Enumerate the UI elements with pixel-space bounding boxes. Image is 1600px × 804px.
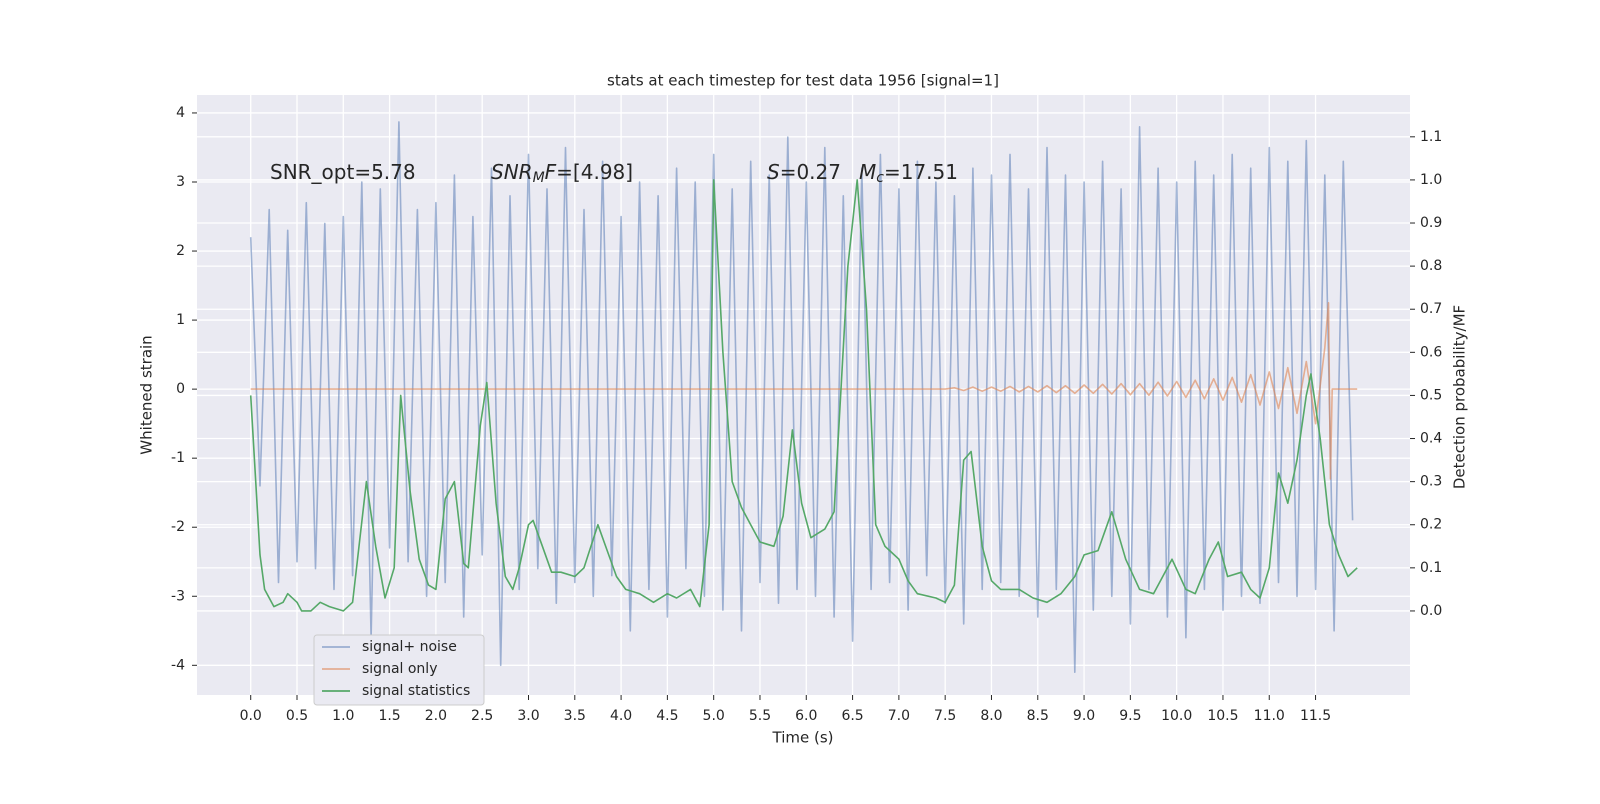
annotation: Mc=17.51 [859, 160, 958, 187]
x-tick-label: 1.0 [332, 708, 354, 724]
y2-tick-label: 0.1 [1420, 560, 1442, 576]
annotation-part: c [876, 170, 884, 186]
annotation-part: SNR_opt=5.78 [270, 160, 416, 184]
x-tick-label: 7.0 [888, 708, 910, 724]
y-tick-label: 0 [176, 381, 185, 397]
x-tick-label: 3.5 [564, 708, 586, 724]
x-tick-label: 4.5 [656, 708, 678, 724]
y2-tick-label: 0.5 [1420, 387, 1442, 403]
x-tick-label: 8.0 [980, 708, 1002, 724]
x-tick-label: 5.0 [703, 708, 725, 724]
y2-tick-label: 0.4 [1420, 431, 1442, 447]
y-tick-label: -4 [171, 657, 185, 673]
y2-tick-label: 1.0 [1420, 172, 1442, 188]
series-line [249, 179, 1358, 612]
y-tick-label: -3 [171, 588, 185, 604]
x-axis-label: Time (s) [772, 729, 834, 747]
series-line [249, 121, 1354, 673]
y-tick-label: 3 [176, 174, 185, 190]
series-line [250, 302, 1358, 480]
x-tick-label: 1.5 [378, 708, 400, 724]
y2-tick-label: 1.1 [1420, 129, 1442, 145]
x-tick-label: 6.5 [841, 708, 863, 724]
y2-tick-label: 0.0 [1420, 603, 1442, 619]
annotation: SNRMF=[4.98] [491, 160, 633, 187]
x-tick-label: 4.0 [610, 708, 632, 724]
legend-box [313, 634, 485, 706]
y2-tick-label: 0.3 [1420, 474, 1442, 490]
annotation-part: M [533, 170, 545, 186]
annotation-part: =[4.98] [556, 160, 633, 184]
annotation-part: F [545, 160, 557, 184]
chart-title: stats at each timestep for test data 195… [607, 72, 999, 90]
y2-tick-label: 0.2 [1420, 517, 1442, 533]
x-tick-label: 9.5 [1119, 708, 1141, 724]
y2-tick-label: 0.6 [1420, 344, 1442, 360]
x-tick-label: 2.0 [425, 708, 447, 724]
annotation: S=0.27 [767, 160, 841, 184]
annotation-part: =17.51 [884, 160, 958, 184]
y2-axis-label: Detection probability/MF [1451, 305, 1469, 489]
y-tick-label: 4 [176, 105, 185, 121]
legend-label: signal+ noise [362, 639, 457, 655]
x-tick-label: 11.0 [1254, 708, 1285, 724]
x-tick-label: 8.5 [1027, 708, 1049, 724]
y-tick-label: -1 [171, 450, 185, 466]
x-tick-label: 0.5 [286, 708, 308, 724]
y-tick-label: 1 [176, 312, 185, 328]
x-tick-label: 9.0 [1073, 708, 1095, 724]
annotation-part: SNR [491, 160, 533, 184]
x-tick-label: 0.0 [240, 708, 262, 724]
y2-tick-label: 0.8 [1420, 258, 1442, 274]
annotation-part: =0.27 [780, 160, 841, 184]
x-tick-label: 10.0 [1161, 708, 1192, 724]
y-axis-label: Whitened strain [138, 335, 156, 454]
x-tick-label: 3.0 [517, 708, 539, 724]
legend-label: signal statistics [362, 683, 470, 699]
y2-tick-label: 0.7 [1420, 301, 1442, 317]
y-tick-label: 2 [176, 243, 185, 259]
x-tick-label: 11.5 [1300, 708, 1331, 724]
x-tick-label: 5.5 [749, 708, 771, 724]
x-tick-label: 7.5 [934, 708, 956, 724]
annotation-part: S [767, 160, 780, 184]
x-tick-label: 6.0 [795, 708, 817, 724]
annotation: SNR_opt=5.78 [270, 160, 416, 184]
x-tick-label: 2.5 [471, 708, 493, 724]
x-tick-label: 10.5 [1207, 708, 1238, 724]
y-tick-label: -2 [171, 519, 185, 535]
y2-tick-label: 0.9 [1420, 215, 1442, 231]
annotation-part: M [859, 160, 876, 184]
legend-label: signal only [362, 661, 437, 677]
